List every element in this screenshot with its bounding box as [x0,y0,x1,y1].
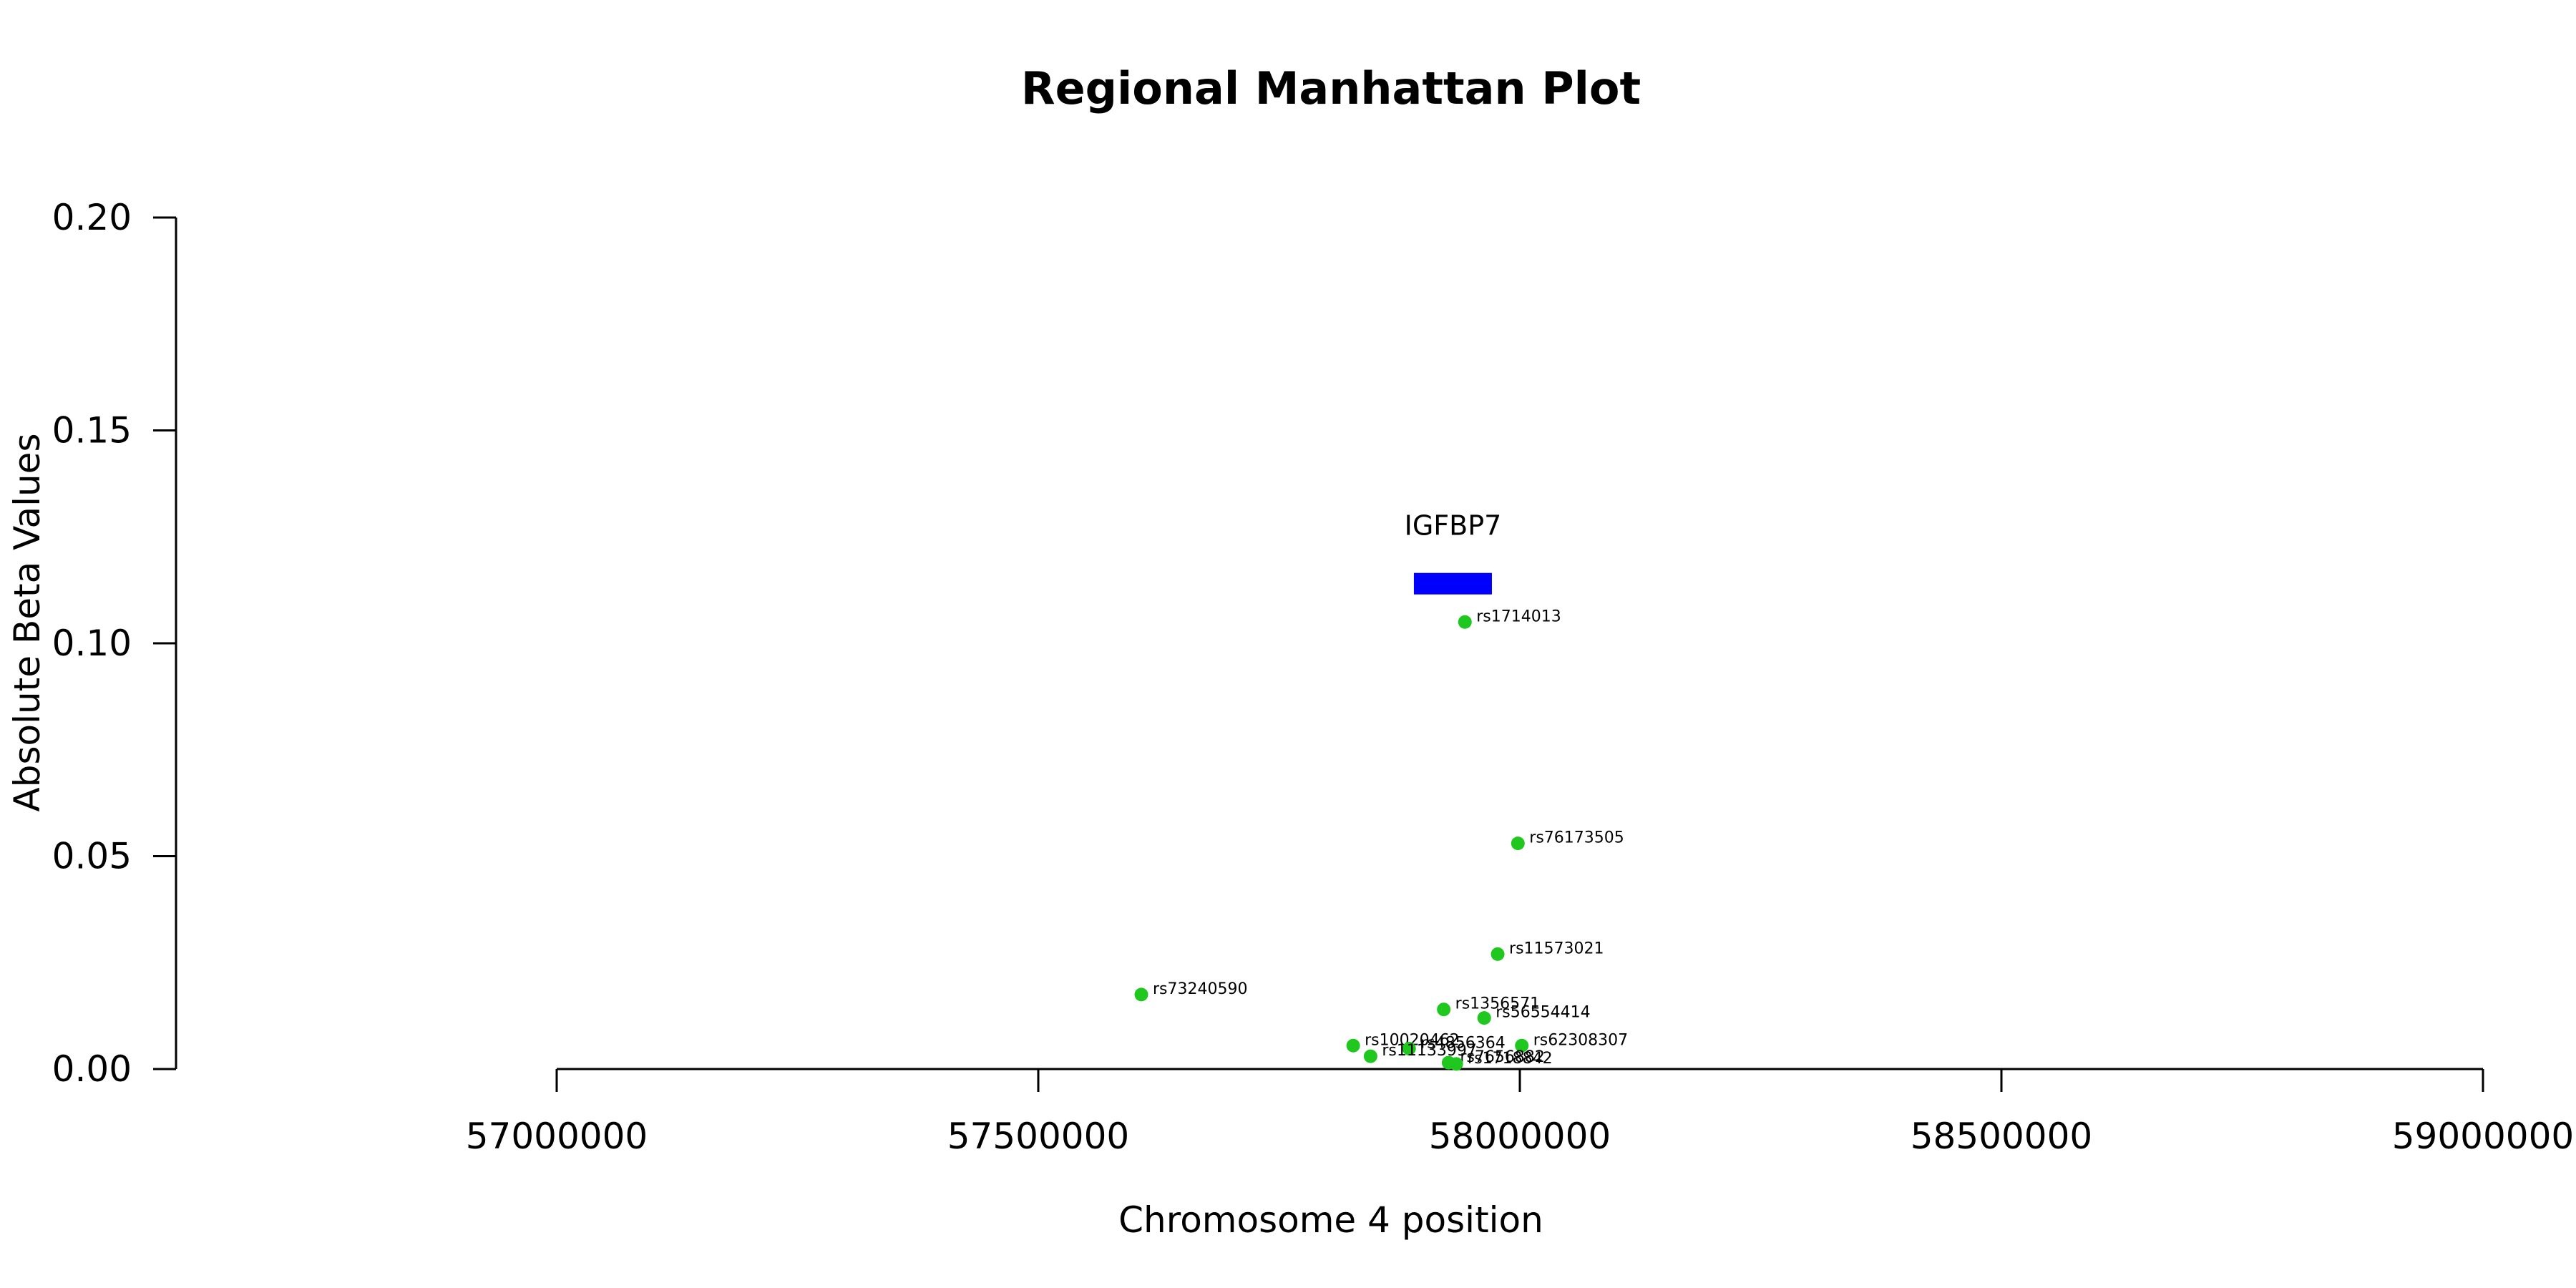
snp-label: rs1718842 [1468,1050,1553,1068]
snp-point [1346,1038,1360,1053]
x-tick-label: 58000000 [1429,1116,1611,1157]
x-tick-label: 57500000 [947,1116,1130,1157]
snp-label: rs11133997 [1382,1042,1476,1060]
x-axis-label: Chromosome 4 position [1118,1199,1543,1241]
snp-label: rs1356571 [1455,995,1541,1013]
snp-point [1515,1038,1529,1053]
y-tick-label: 0.00 [52,1048,132,1090]
snp-point [1491,947,1505,961]
y-axis: 0.00 0.05 0.10 0.15 0.20 [52,197,177,1090]
x-tick-label: 57000000 [466,1116,648,1157]
y-tick-label: 0.20 [52,197,132,238]
snp-label: rs11573021 [1509,940,1604,957]
gene-bar [1413,572,1492,595]
y-tick-label: 0.05 [52,836,132,877]
x-tick-label: 58500000 [1911,1116,2093,1157]
points-layer: rs1714013 rs76173505 rs11573021 rs73240590 r… [1134,608,1628,1071]
snp-point [1437,1002,1451,1017]
snp-label: rs4856364 [1420,1034,1506,1052]
snp-label: rs1714013 [1476,608,1561,625]
y-tick-label: 0.15 [52,410,132,452]
gene-layer: IGFBP7 [1405,510,1502,595]
snp-label: rs62308307 [1533,1031,1628,1049]
gene-label: IGFBP7 [1405,510,1502,542]
snp-point [1458,615,1472,629]
x-tick-label: 59000000 [2392,1116,2575,1157]
snp-point [1134,987,1148,1002]
snp-point [1402,1041,1416,1055]
snp-label: rs76173505 [1529,829,1624,847]
snp-point [1449,1057,1463,1071]
snp-label: rs7656882 [1460,1048,1545,1066]
y-tick-label: 0.10 [52,623,132,664]
y-axis-label: Absolute Beta Values [6,434,48,812]
snp-point [1363,1049,1377,1063]
snp-label: rs73240590 [1153,980,1247,998]
snp-label: rs56554414 [1496,1004,1590,1022]
chart-title: Regional Manhattan Plot [1021,62,1641,114]
snp-point [1477,1011,1491,1025]
x-axis: 57000000 57500000 58000000 58500000 59000000 [466,1068,2575,1157]
snp-point [1511,836,1525,851]
